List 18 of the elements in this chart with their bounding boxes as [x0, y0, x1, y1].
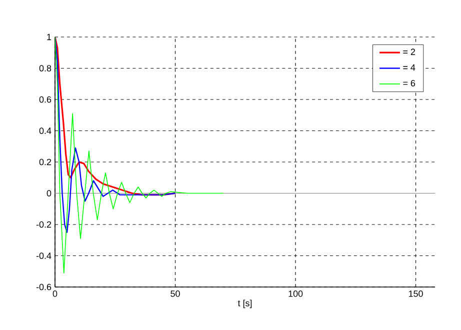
x-axis-title: t [s] [238, 300, 252, 308]
y-tick-label: 0 [46, 190, 52, 196]
y-tick-label: 0.8 [39, 65, 52, 72]
legend-label: = 4 [403, 64, 416, 71]
x-tick-label: 100 [288, 290, 303, 297]
x-tick-label: 150 [408, 290, 423, 297]
y-tick-label: -0.4 [36, 252, 52, 259]
legend-label: = 2 [403, 48, 415, 55]
legend-label: = 6 [403, 80, 416, 86]
y-tick-label: 0.6 [39, 96, 52, 103]
y-tick-label: -0.2 [36, 221, 52, 228]
y-tick-label: -0.6 [36, 284, 52, 290]
y-tick-label: 0.2 [39, 158, 52, 166]
x-tick-label: 50 [170, 290, 180, 297]
y-tick-label: 0.4 [39, 128, 52, 134]
x-tick-label: 0 [52, 290, 58, 297]
y-tick-label: 1 [47, 34, 52, 40]
line-series [55, 36, 224, 274]
